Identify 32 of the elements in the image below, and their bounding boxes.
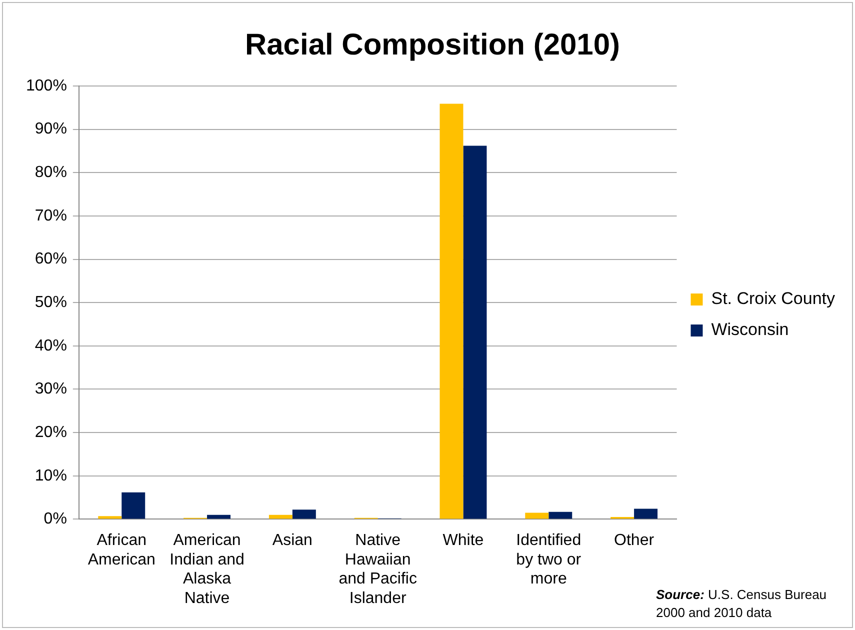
- y-tick-label: 60%: [34, 250, 67, 268]
- bar: [440, 104, 464, 519]
- bar: [525, 512, 549, 519]
- source-note: Source: U.S. Census Bureau 2000 and 2010 data: [656, 586, 828, 622]
- x-tick-label: Native Hawaiian and Pacific Islander: [338, 532, 417, 607]
- bar: [98, 516, 122, 519]
- x-tick-label: American Indian and Alaska Native: [170, 532, 244, 607]
- bar: [122, 492, 146, 519]
- y-tick-label: 10%: [34, 467, 67, 484]
- x-tick-label: Other: [614, 532, 655, 550]
- y-tick-label: 90%: [34, 120, 67, 138]
- y-tick-label: 50%: [34, 294, 67, 312]
- y-tick-label: 80%: [34, 164, 67, 182]
- bar: [268, 514, 292, 519]
- legend-label: Wisconsin: [711, 320, 789, 340]
- bar: [634, 508, 658, 519]
- y-tick-label: 20%: [34, 424, 67, 441]
- bar: [548, 512, 572, 519]
- x-tick-label: Asian: [272, 532, 312, 550]
- y-tick-label: 30%: [34, 380, 67, 398]
- y-tick-label: 100%: [26, 77, 67, 94]
- bar: [463, 146, 487, 519]
- y-tick-label: 70%: [34, 207, 67, 224]
- y-tick-label: 40%: [34, 337, 67, 354]
- bar: [207, 514, 231, 519]
- x-tick-label: African American: [88, 532, 156, 568]
- y-tick-label: 0%: [44, 510, 67, 528]
- chart-title: Racial Composition (2010): [244, 28, 620, 62]
- x-tick-label: White: [442, 532, 484, 550]
- legend-label: St. Croix County: [711, 289, 836, 308]
- bar: [292, 510, 316, 519]
- x-tick-label: Identified by two or more: [516, 532, 582, 588]
